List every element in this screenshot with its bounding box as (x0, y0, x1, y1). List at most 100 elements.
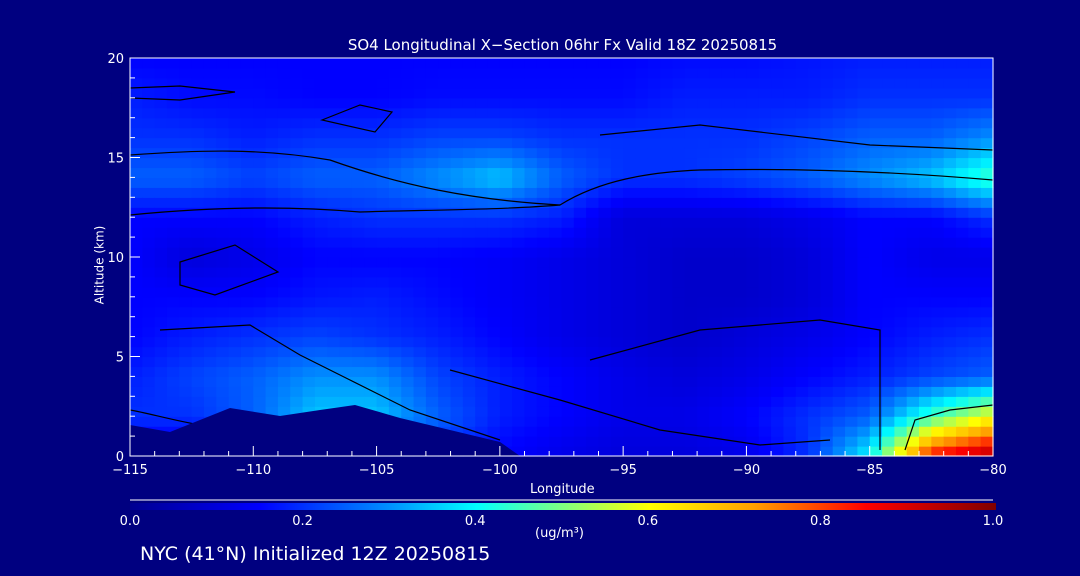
heatmap-cell (894, 227, 908, 238)
heatmap-cell (561, 197, 575, 208)
heatmap-cell (561, 366, 575, 377)
heatmap-cell (758, 67, 772, 79)
heatmap-cell (820, 336, 834, 348)
heatmap-cell (450, 147, 464, 159)
heatmap-cell (524, 316, 538, 328)
heatmap-cell (573, 87, 587, 99)
heatmap-cell (882, 197, 895, 208)
heatmap-cell (635, 227, 649, 238)
heatmap-cell (524, 336, 538, 348)
heatmap-cell (314, 77, 328, 89)
heatmap-cell (191, 306, 205, 318)
heatmap-cell (968, 266, 982, 278)
heatmap-cell (438, 147, 452, 159)
heatmap-cell (512, 326, 526, 338)
heatmap-cell (660, 406, 674, 417)
heatmap-cell (795, 396, 809, 407)
heatmap-cell (808, 416, 821, 427)
heatmap-cell (919, 227, 932, 238)
heatmap-cell (364, 296, 378, 308)
heatmap-cell (277, 127, 291, 139)
heatmap-cell (364, 127, 378, 139)
heatmap-cell (191, 257, 205, 268)
heatmap-cell (314, 336, 328, 348)
heatmap-cell (931, 247, 945, 258)
heatmap-cell (228, 217, 242, 228)
heatmap-cell (882, 217, 895, 228)
heatmap-cell (512, 107, 526, 119)
heatmap-cell (142, 97, 156, 109)
heatmap-cell (327, 147, 341, 159)
heatmap-cell (413, 416, 427, 427)
heatmap-cell (536, 167, 550, 178)
heatmap-cell (216, 257, 230, 268)
heatmap-cell (240, 167, 254, 178)
heatmap-cell (438, 356, 452, 368)
heatmap-cell (216, 177, 230, 188)
heatmap-cell (746, 137, 760, 149)
heatmap-cell (635, 276, 649, 288)
heatmap-cell (956, 137, 969, 149)
heatmap-cell (166, 167, 180, 178)
heatmap-cell (684, 247, 698, 258)
heatmap-cell (956, 436, 969, 447)
heatmap-cell (314, 167, 328, 178)
heatmap-cell (820, 237, 834, 248)
heatmap-cell (438, 157, 452, 169)
heatmap-cell (425, 366, 439, 377)
heatmap-cell (450, 58, 464, 69)
heatmap-cell (968, 326, 982, 338)
heatmap-cell (240, 396, 254, 407)
heatmap-cell (660, 346, 674, 358)
heatmap-cell (820, 306, 834, 318)
heatmap-cell (672, 237, 686, 248)
heatmap-cell (956, 326, 969, 338)
heatmap-cell (857, 426, 871, 437)
heatmap-cell (697, 336, 711, 348)
heatmap-cell (413, 396, 427, 407)
heatmap-cell (758, 87, 772, 99)
heatmap-cell (203, 197, 217, 208)
heatmap-cell (697, 177, 711, 188)
heatmap-cell (894, 58, 908, 69)
heatmap-cell (450, 137, 464, 149)
heatmap-cell (240, 137, 254, 149)
heatmap-cell (475, 77, 489, 89)
heatmap-cell (931, 237, 945, 248)
heatmap-cell (672, 127, 686, 139)
heatmap-cell (586, 167, 600, 178)
heatmap-cell (240, 197, 254, 208)
heatmap-cell (758, 336, 772, 348)
heatmap-cell (388, 157, 402, 169)
heatmap-cell (721, 266, 735, 278)
heatmap-cell (943, 386, 957, 397)
heatmap-cell (302, 336, 316, 348)
heatmap-cell (672, 426, 686, 437)
heatmap-cell (438, 58, 452, 69)
heatmap-cell (536, 296, 550, 308)
heatmap-cell (203, 117, 217, 129)
heatmap-cell (327, 247, 341, 258)
heatmap-cell (438, 386, 452, 397)
heatmap-cell (499, 326, 513, 338)
heatmap-cell (351, 326, 365, 338)
heatmap-cell (191, 326, 205, 338)
heatmap-cell (832, 67, 846, 79)
heatmap-cell (894, 416, 908, 427)
heatmap-cell (721, 426, 735, 437)
heatmap-cell (906, 207, 920, 218)
heatmap-cell (413, 77, 427, 89)
heatmap-cell (228, 356, 242, 368)
heatmap-cell (388, 356, 402, 368)
heatmap-cell (166, 227, 180, 238)
heatmap-cell (857, 117, 871, 129)
heatmap-cell (512, 167, 526, 178)
heatmap-cell (351, 306, 365, 318)
heatmap-cell (894, 436, 908, 447)
heatmap-cell (413, 127, 427, 139)
heatmap-cell (647, 376, 661, 387)
heatmap-cell (351, 127, 365, 139)
heatmap-cell (512, 257, 526, 268)
heatmap-cell (166, 247, 180, 258)
heatmap-cell (820, 356, 834, 368)
